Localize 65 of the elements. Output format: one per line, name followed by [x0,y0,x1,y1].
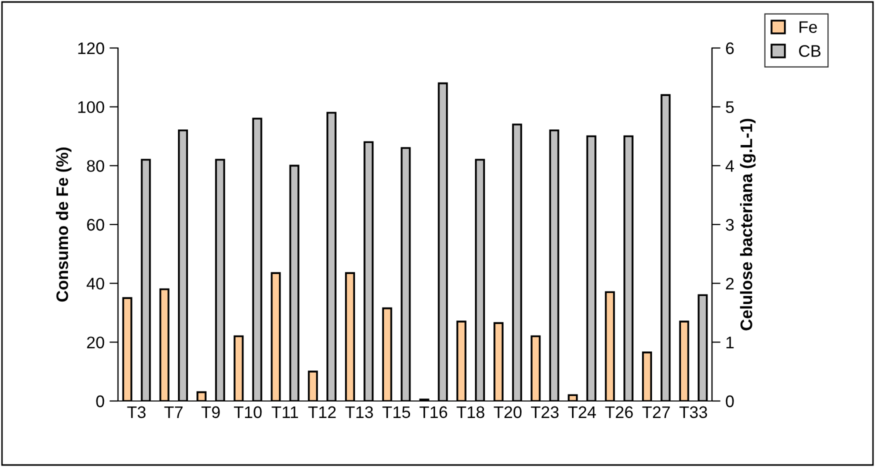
bar [604,291,615,401]
bar [326,112,336,401]
legend-label: CB [799,45,820,57]
bar [623,135,634,401]
y-tick-label: 0 [96,395,104,408]
bar [382,307,392,401]
bar [586,135,596,401]
y-tick-label: 100 [78,101,104,114]
x-tick-label: T9 [201,406,220,418]
y-tick-label: 40 [86,278,104,290]
bar [400,147,411,401]
bar [308,370,318,401]
y-tick-label: 60 [87,218,104,231]
bar [289,164,300,401]
bar [140,158,151,401]
y2-tick-label: 2 [726,278,734,290]
y2-tick-label: 0 [726,395,734,408]
y2-tick-label: 4 [726,160,734,172]
bar [474,158,485,401]
x-tick-label: T13 [345,406,373,418]
bar [512,124,522,401]
y-tick-label: 120 [78,42,104,54]
x-tick-label: T3 [127,406,146,418]
bar [456,320,466,401]
bar [679,320,690,401]
legend-label: Fe [800,21,817,33]
bar [196,391,207,401]
y2-tick-label: 1 [726,336,734,348]
bar [568,394,578,401]
x-tick-label: T33 [679,406,708,418]
bar [252,118,262,401]
x-tick-label: T20 [494,406,522,418]
x-tick-label: T26 [605,406,633,418]
bar [345,272,356,401]
y-tick-label: 20 [87,336,104,348]
y-tick-label: 80 [86,160,104,172]
bar [159,288,170,401]
y2-tick-label: 5 [726,101,734,114]
bar [549,129,560,401]
y-axis-title: Consumo de Fe (%) [56,148,72,302]
bar [698,294,708,401]
y2-axis-title: Celulose bacteriana (g.L-1) [740,118,756,330]
y2-tick-label: 6 [726,42,734,54]
bar [438,82,448,401]
x-tick-label: T23 [530,406,559,418]
bar [215,158,226,401]
bar [494,322,504,401]
bar [660,94,671,401]
bar [530,335,541,401]
x-tick-label: T15 [382,406,410,418]
bar [642,352,652,401]
x-tick-label: T27 [642,406,670,418]
x-tick-label: T12 [308,406,336,418]
x-tick-label: T16 [420,406,448,418]
bar [364,141,374,401]
x-tick-label: T18 [456,406,484,418]
bar [178,129,188,401]
bar [122,297,132,401]
x-tick-label: T7 [164,406,183,418]
x-tick-label: T10 [234,406,262,418]
bar [270,272,281,401]
x-tick-label: T24 [568,406,596,418]
x-tick-label: T11 [272,406,298,418]
bar [234,335,244,401]
y2-tick-label: 3 [726,218,734,231]
